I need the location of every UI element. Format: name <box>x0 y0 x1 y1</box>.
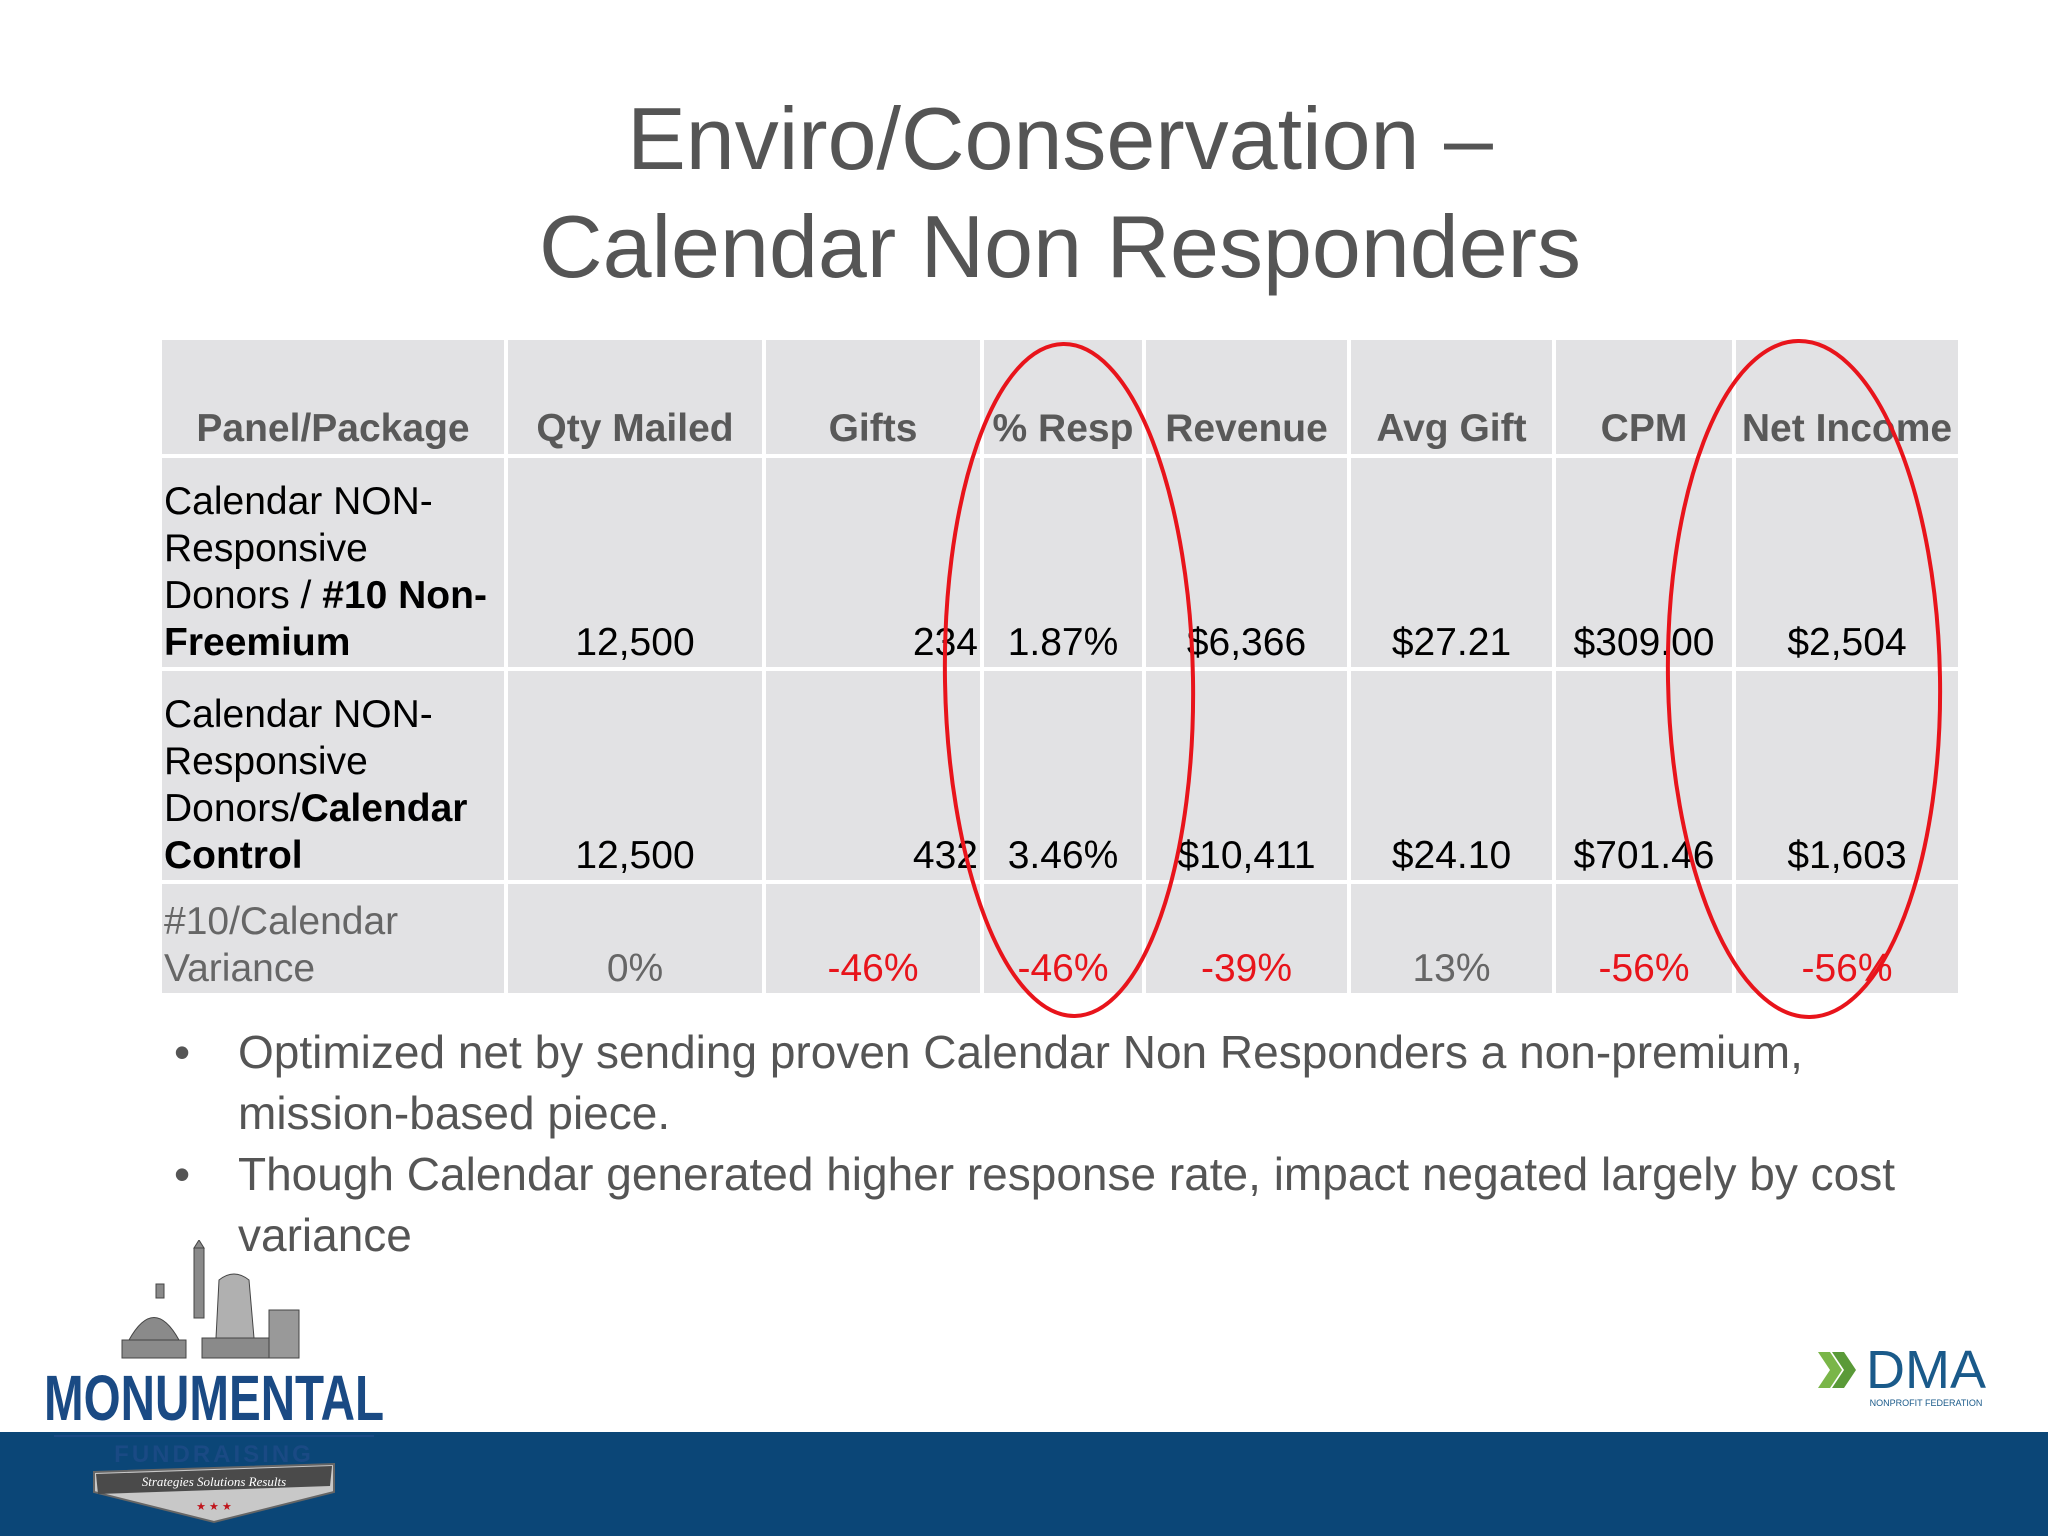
logo-sub: FUNDRAISING <box>114 1441 314 1468</box>
bullet-item: • Though Calendar generated higher respon… <box>174 1148 1896 1261</box>
logo-stars: ★ ★ ★ <box>196 1501 232 1513</box>
package-name: Calendar Control <box>164 787 468 877</box>
dma-name: DMA <box>1866 1340 1986 1400</box>
qty-cell: 12,500 <box>504 667 766 884</box>
resp-cell: 1.87% <box>980 454 1146 671</box>
table-row: Calendar NON-Responsive Donors / #10 Non… <box>158 454 1962 671</box>
footer-bar <box>0 1432 2048 1536</box>
variance-label: #10/Calendar Variance <box>158 880 508 997</box>
gifts-cell: 432 <box>762 667 984 884</box>
variance-qty: 0% <box>504 880 766 997</box>
variance-gifts: -46% <box>762 880 984 997</box>
variance-avg-gift: 13% <box>1347 880 1556 997</box>
avg-gift-cell: $24.10 <box>1347 667 1556 884</box>
resp-cell: 3.46% <box>980 667 1146 884</box>
package-name: #10 Non-Freemium <box>164 574 487 664</box>
net-income-cell: $2,504 <box>1732 454 1962 671</box>
title-line-1: Enviro/Conservation – <box>627 89 1493 188</box>
gifts-cell: 234 <box>762 454 984 671</box>
panel-name: Calendar NON-Responsive Donors / <box>164 480 433 617</box>
header-avg-gift: Avg Gift <box>1347 336 1556 458</box>
bullet-text: Optimized net by sending proven Calendar… <box>238 1026 1803 1139</box>
panel-cell: Calendar NON-Responsive Donors/Calendar … <box>158 667 508 884</box>
cpm-cell: $309.00 <box>1552 454 1736 671</box>
cpm-cell: $701.46 <box>1552 667 1736 884</box>
revenue-cell: $6,366 <box>1142 454 1351 671</box>
bullet-item: • Optimized net by sending proven Calenda… <box>174 1026 1803 1139</box>
table-header-row: Panel/Package Qty Mailed Gifts % Resp Re… <box>158 336 1962 458</box>
header-revenue: Revenue <box>1142 336 1351 458</box>
dma-logo: DMA NONPROFIT FEDERATION <box>1818 1340 1986 1408</box>
revenue-cell: $10,411 <box>1142 667 1351 884</box>
variance-revenue: -39% <box>1142 880 1351 997</box>
slide-title: Enviro/Conservation – Calendar Non Respo… <box>400 85 1720 301</box>
variance-resp: -46% <box>980 880 1146 997</box>
avg-gift-cell: $27.21 <box>1347 454 1556 671</box>
panel-cell: Calendar NON-Responsive Donors / #10 Non… <box>158 454 508 671</box>
panel-name: Calendar NON-Responsive Donors/ <box>164 693 433 830</box>
title-line-2: Calendar Non Responders <box>539 197 1581 296</box>
variance-cpm: -56% <box>1552 880 1736 997</box>
header-net-income: Net Income <box>1732 336 1962 458</box>
logo-name: MONUMENTAL <box>44 1362 384 1434</box>
monumental-fundraising-logo: MONUMENTAL FUNDRAISING Strategies Soluti… <box>44 1240 384 1524</box>
qty-cell: 12,500 <box>504 454 766 671</box>
variance-net-income: -56% <box>1732 880 1962 997</box>
header-panel-package: Panel/Package <box>158 336 508 458</box>
header-qty-mailed: Qty Mailed <box>504 336 766 458</box>
logo-tagline: Strategies Solutions Results <box>142 1474 286 1489</box>
bullet-text: Though Calendar generated higher respons… <box>238 1148 1896 1261</box>
table-row: Calendar NON-Responsive Donors/Calendar … <box>158 667 1962 884</box>
header-cpm: CPM <box>1552 336 1736 458</box>
dma-chevron-icon <box>1818 1352 1842 1388</box>
header-pct-resp: % Resp <box>980 336 1146 458</box>
dma-sub: NONPROFIT FEDERATION <box>1870 1398 1983 1408</box>
variance-row: #10/Calendar Variance 0% -46% -46% -39% … <box>158 880 1962 997</box>
net-income-cell: $1,603 <box>1732 667 1962 884</box>
results-table: Panel/Package Qty Mailed Gifts % Resp Re… <box>158 336 1962 997</box>
bullet-list: • Optimized net by sending proven Calenda… <box>170 1022 1950 1266</box>
header-gifts: Gifts <box>762 336 984 458</box>
